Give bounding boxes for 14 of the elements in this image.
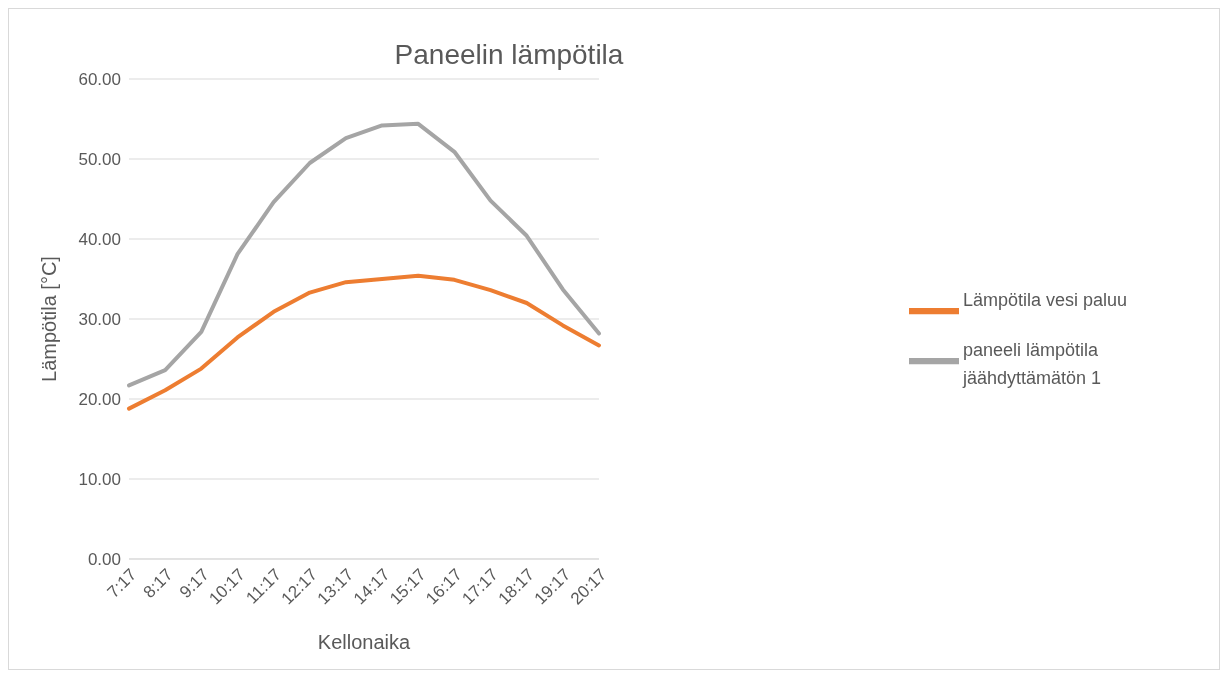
x-axis-title: Kellonaika xyxy=(317,631,412,653)
line-series xyxy=(127,121,601,388)
y-axis-title: Lämpötila [°C] xyxy=(38,256,61,382)
y-tick-label: 20.00 xyxy=(78,390,121,410)
y-tick-label: 50.00 xyxy=(78,150,121,170)
y-tick-label: 0.00 xyxy=(87,550,121,570)
y-tick-label: 30.00 xyxy=(78,310,121,330)
y-tick-label: 60.00 xyxy=(78,70,121,90)
line-series xyxy=(127,273,601,411)
y-tick-label: 40.00 xyxy=(78,230,121,250)
legend-label: Lämpötila vesi paluu xyxy=(963,289,1128,312)
y-tick-label: 10.00 xyxy=(78,470,121,490)
chart-title: Paneelin lämpötila xyxy=(393,39,625,71)
legend-label: paneeli lämpötila jäähdyttämätön 1 xyxy=(963,339,1103,390)
